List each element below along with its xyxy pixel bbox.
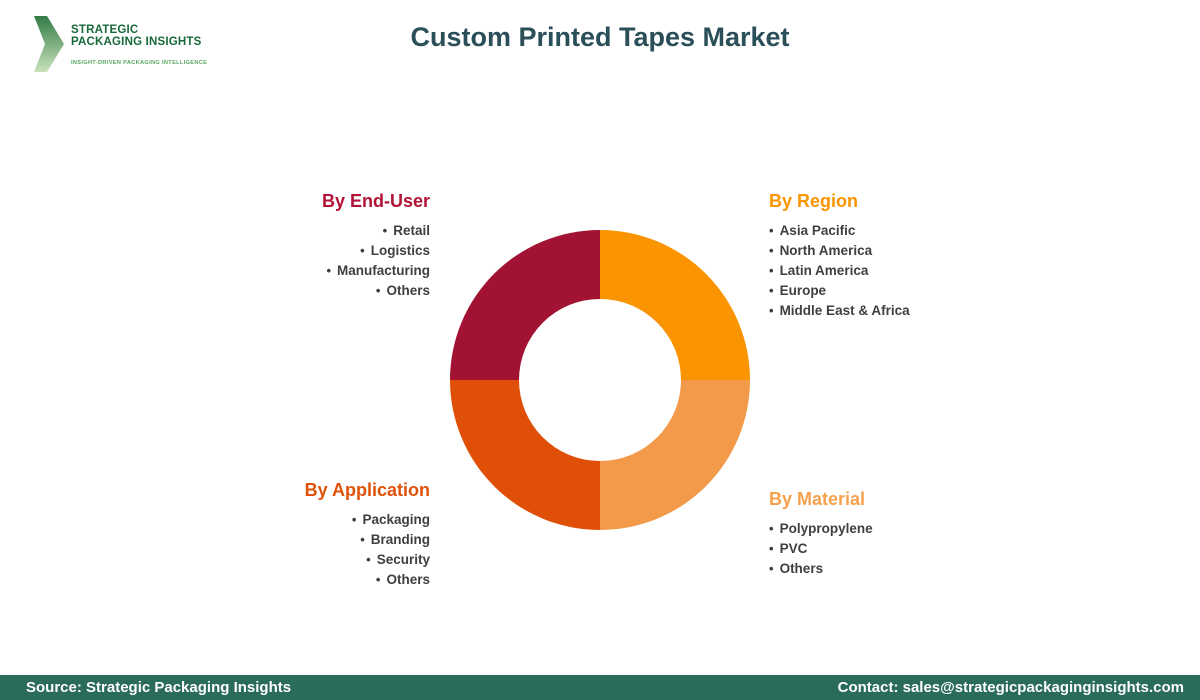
section-list-region: • Asia Pacific • North America • Latin Americ… bbox=[769, 221, 910, 321]
bullet-icon: • bbox=[375, 572, 381, 587]
bullet-icon: • bbox=[375, 283, 381, 298]
list-item: • Middle East & Africa bbox=[769, 301, 910, 321]
section-heading-application: By Application bbox=[304, 480, 430, 500]
list-item-label: Security bbox=[376, 552, 430, 567]
list-item: • Logistics bbox=[322, 241, 430, 261]
donut-segment-0 bbox=[600, 230, 750, 380]
section-material: By Material • Polypropylene • PVC • Others bbox=[769, 490, 873, 579]
list-item-label: PVC bbox=[779, 541, 808, 556]
section-region: By Region • Asia Pacific • North America • La… bbox=[769, 192, 910, 321]
bullet-icon: • bbox=[382, 223, 388, 238]
bullet-icon: • bbox=[769, 521, 774, 536]
section-end-user: By End-User • Retail • Logistics • Manufactur… bbox=[322, 192, 430, 301]
list-item: • Latin America bbox=[769, 261, 910, 281]
list-item-label: Polypropylene bbox=[779, 521, 873, 536]
list-item: • Branding bbox=[305, 530, 430, 550]
logo-chevron-icon bbox=[34, 16, 64, 72]
section-application: By Application • Packaging • Branding • Secur… bbox=[305, 481, 430, 590]
list-item-label: Manufacturing bbox=[337, 263, 430, 278]
list-item: • Europe bbox=[769, 281, 910, 301]
bullet-icon: • bbox=[769, 263, 774, 278]
list-item-label: Europe bbox=[779, 283, 827, 298]
bullet-icon: • bbox=[769, 541, 774, 556]
section-heading-region: By Region bbox=[769, 191, 859, 211]
section-heading-material: By Material bbox=[769, 489, 866, 509]
list-item: • Polypropylene bbox=[769, 519, 873, 539]
section-list-material: • Polypropylene • PVC • Others bbox=[769, 519, 873, 579]
logo-text: STRATEGIC PACKAGING INSIGHTS INSIGHT-DRI… bbox=[71, 16, 207, 66]
list-item-label: Retail bbox=[393, 223, 430, 238]
list-item: • Manufacturing bbox=[322, 261, 430, 281]
bullet-icon: • bbox=[351, 512, 357, 527]
list-item: • PVC bbox=[769, 539, 873, 559]
list-item-label: Others bbox=[386, 572, 430, 587]
list-item: • Others bbox=[305, 570, 430, 590]
list-item: • Others bbox=[322, 281, 430, 301]
list-item-label: Latin America bbox=[779, 263, 869, 278]
bullet-icon: • bbox=[769, 223, 774, 238]
logo-line1: STRATEGIC bbox=[71, 24, 139, 36]
bullet-icon: • bbox=[366, 552, 371, 567]
list-item: • Retail bbox=[322, 221, 430, 241]
list-item-label: North America bbox=[779, 243, 873, 258]
list-item: • Others bbox=[769, 559, 873, 579]
donut-chart bbox=[450, 230, 750, 530]
donut-segment-2 bbox=[450, 380, 600, 530]
page-title: Custom Printed Tapes Market bbox=[410, 22, 790, 52]
list-item-label: Others bbox=[779, 561, 824, 576]
list-item: • Security bbox=[305, 550, 430, 570]
logo-line2: PACKAGING INSIGHTS bbox=[71, 36, 202, 48]
section-list-end-user: • Retail • Logistics • Manufacturing • Others bbox=[322, 221, 430, 301]
logo-tagline: INSIGHT-DRIVEN PACKAGING INTELLIGENCE bbox=[71, 60, 208, 66]
list-item-label: Middle East & Africa bbox=[779, 303, 910, 318]
footer-bar: Source: Strategic Packaging Insights Con… bbox=[0, 675, 1200, 700]
bullet-icon: • bbox=[360, 532, 365, 547]
section-list-application: • Packaging • Branding • Security • Others bbox=[305, 510, 430, 590]
section-heading-end-user: By End-User bbox=[321, 191, 430, 211]
list-item: • Packaging bbox=[305, 510, 430, 530]
list-item-label: Asia Pacific bbox=[779, 223, 856, 238]
list-item-label: Branding bbox=[370, 532, 430, 547]
bullet-icon: • bbox=[769, 283, 774, 298]
list-item-label: Packaging bbox=[362, 512, 430, 527]
list-item-label: Logistics bbox=[370, 243, 430, 258]
bullet-icon: • bbox=[769, 303, 774, 318]
bullet-icon: • bbox=[769, 243, 774, 258]
footer-contact: Contact: sales@strategicpackaginginsight… bbox=[837, 679, 1184, 696]
footer-source: Source: Strategic Packaging Insights bbox=[26, 679, 292, 696]
list-item: • Asia Pacific bbox=[769, 221, 910, 241]
bullet-icon: • bbox=[360, 243, 365, 258]
logo: STRATEGIC PACKAGING INSIGHTS INSIGHT-DRI… bbox=[34, 16, 207, 72]
list-item: • North America bbox=[769, 241, 910, 261]
list-item-label: Others bbox=[386, 283, 430, 298]
donut-segment-1 bbox=[600, 380, 750, 530]
bullet-icon: • bbox=[326, 263, 331, 278]
bullet-icon: • bbox=[769, 561, 774, 576]
donut-segment-3 bbox=[450, 230, 600, 380]
